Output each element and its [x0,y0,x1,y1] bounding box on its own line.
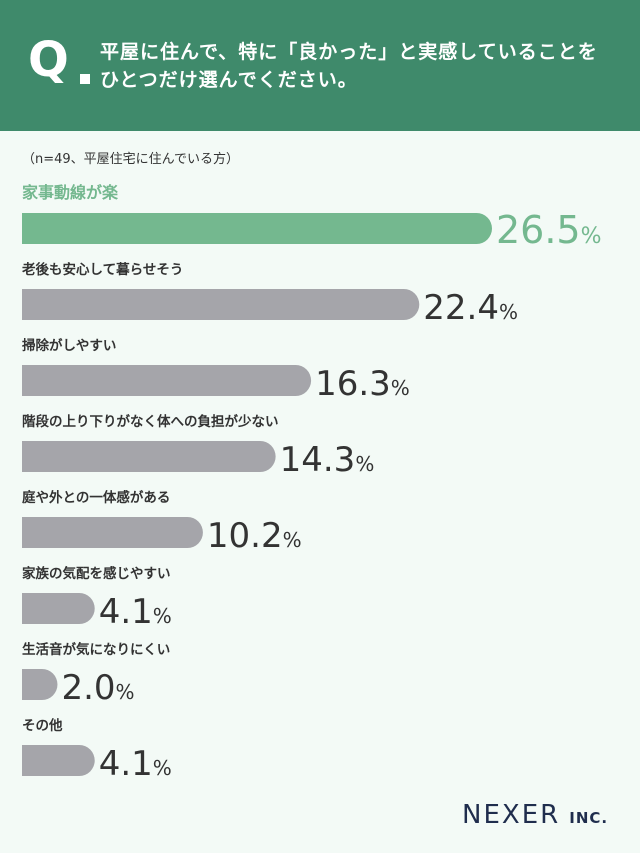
question-line-2: ひとつだけ選んでください。 [100,69,358,91]
value-label: 4.1% [99,592,172,632]
bar [22,441,276,472]
value-label: 2.0% [61,668,134,708]
category-label: 生活音が気になりにくい [22,641,170,658]
category-label: 老後も安心して暮らせそう [22,261,183,278]
bar [22,213,492,244]
logo-name: NEXER [462,800,561,830]
sample-note: （n=49、平屋住宅に住んでいる方） [22,152,240,167]
value-label: 26.5% [496,208,602,252]
bar [22,669,58,700]
category-label: 家事動線が楽 [22,183,119,202]
value-label: 14.3% [280,440,375,480]
question-text: 平屋に住んで、特に「良かった」と実感していることを ひとつだけ選んでください。 [100,38,620,94]
category-label: 家族の気配を感じやすい [22,565,171,582]
value-label: 4.1% [99,744,172,784]
value-label: 22.4% [423,288,518,328]
value-label: 10.2% [207,516,302,556]
q-dot [80,74,90,84]
bar [22,745,95,776]
value-label: 16.3% [315,364,410,404]
category-label: 掃除がしやすい [22,337,116,354]
bar [22,517,203,548]
question-line-1: 平屋に住んで、特に「良かった」と実感していることを [100,41,598,63]
category-label: 庭や外との一体感がある [22,489,170,506]
bar [22,593,95,624]
category-label: 階段の上り下りがなく体への負担が少ない [22,413,279,430]
question-header: Q 平屋に住んで、特に「良かった」と実感していることを ひとつだけ選んでください… [0,0,640,131]
q-mark: Q [28,32,69,88]
logo-suffix: INC. [569,809,609,827]
bar [22,289,420,320]
category-label: その他 [22,717,63,734]
bar [22,365,312,396]
company-logo: NEXER INC. [462,800,608,830]
